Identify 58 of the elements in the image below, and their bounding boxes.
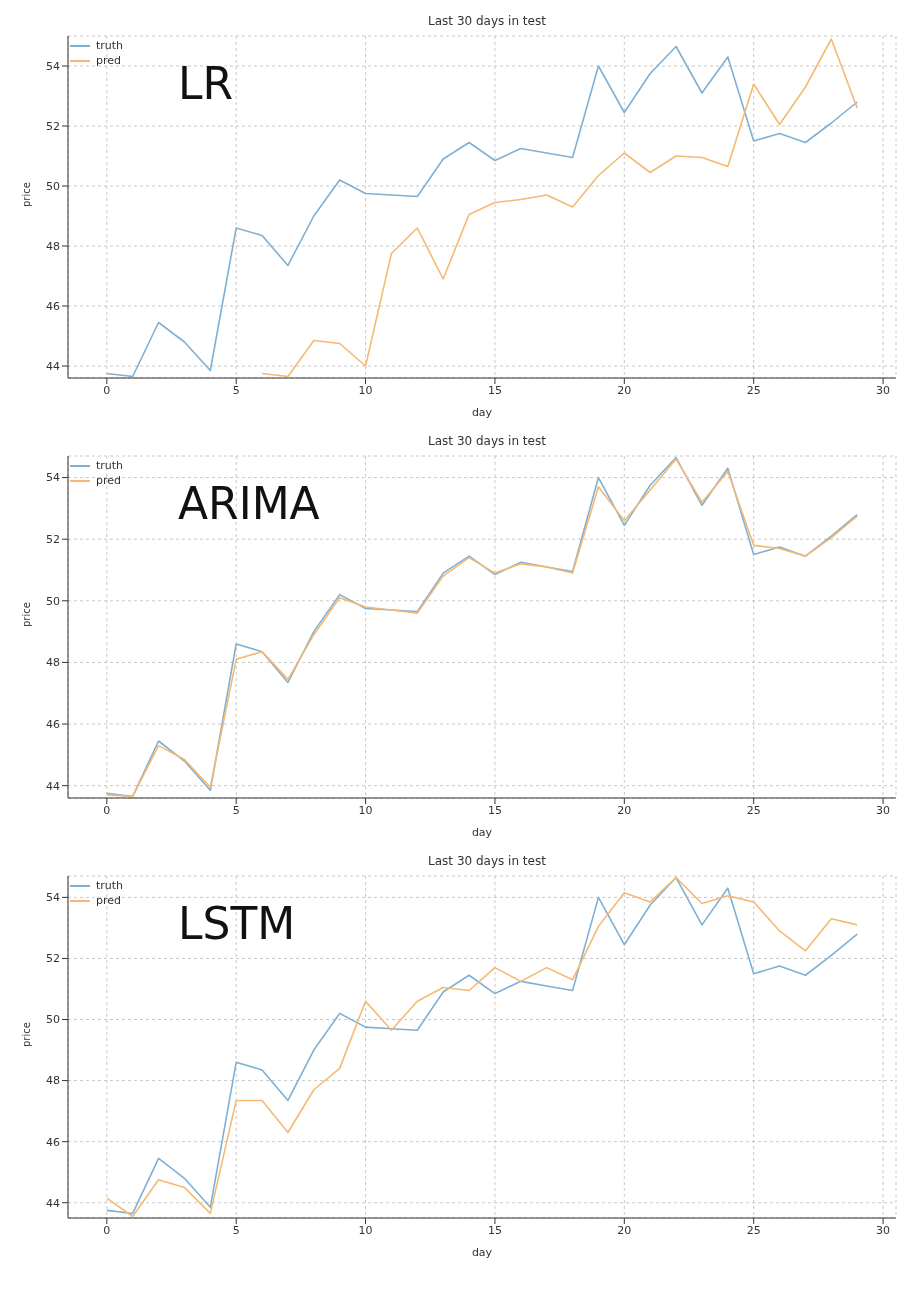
x-tick-label: 20 (617, 383, 632, 397)
y-axis-title: price (20, 182, 32, 207)
legend-label: truth (96, 458, 124, 473)
x-tick-label: 5 (232, 383, 240, 397)
y-tick-label: 48 (46, 656, 60, 670)
x-tick-label: 15 (487, 803, 502, 817)
x-tick-label: 10 (358, 383, 373, 397)
chart-title: Last 30 days in test (427, 854, 547, 868)
y-tick-label: 44 (46, 359, 60, 373)
legend-label: truth (96, 38, 124, 53)
y-tick-label: 54 (46, 891, 60, 905)
legend-label: pred (96, 473, 122, 488)
x-tick-label: 10 (358, 1223, 373, 1237)
y-tick-label: 46 (46, 299, 60, 313)
chart-title: Last 30 days in test (427, 434, 547, 448)
x-tick-label: 25 (746, 1223, 761, 1237)
x-tick-label: 20 (617, 1223, 632, 1237)
x-tick-label: 0 (103, 1223, 111, 1237)
y-tick-label: 46 (46, 1135, 60, 1149)
x-axis-title: day (471, 1246, 493, 1259)
y-tick-label: 48 (46, 239, 60, 253)
x-tick-label: 5 (232, 803, 240, 817)
x-tick-label: 15 (487, 1223, 502, 1237)
annotation: LSTM (178, 898, 296, 949)
x-tick-label: 20 (617, 803, 632, 817)
x-tick-label: 30 (876, 1223, 891, 1237)
x-tick-label: 30 (876, 383, 891, 397)
y-tick-label: 46 (46, 717, 60, 731)
x-tick-label: 0 (103, 803, 111, 817)
annotation: ARIMA (178, 478, 320, 529)
y-axis-title: price (20, 1022, 32, 1047)
x-tick-label: 30 (876, 803, 891, 817)
x-tick-label: 25 (746, 803, 761, 817)
annotation: LR (178, 58, 234, 109)
y-tick-label: 52 (46, 533, 60, 547)
y-tick-label: 44 (46, 1196, 60, 1210)
y-tick-label: 52 (46, 952, 60, 966)
legend-label: pred (96, 53, 122, 68)
y-tick-label: 50 (46, 1013, 60, 1027)
chart-title: Last 30 days in test (427, 14, 547, 28)
x-tick-label: 10 (358, 803, 373, 817)
x-axis-title: day (471, 406, 493, 419)
legend-label: pred (96, 893, 122, 908)
y-tick-label: 52 (46, 119, 60, 133)
legend-label: truth (96, 878, 124, 893)
x-tick-label: 25 (746, 383, 761, 397)
y-tick-label: 50 (46, 179, 60, 193)
y-tick-label: 50 (46, 594, 60, 608)
x-axis-title: day (471, 826, 493, 839)
y-tick-label: 54 (46, 471, 60, 485)
y-tick-label: 54 (46, 59, 60, 73)
x-tick-label: 15 (487, 383, 502, 397)
x-tick-label: 0 (103, 383, 111, 397)
line-series (261, 38, 858, 378)
x-tick-label: 5 (232, 1223, 240, 1237)
y-tick-label: 48 (46, 1074, 60, 1088)
y-tick-label: 44 (46, 779, 60, 793)
y-axis-title: price (20, 602, 32, 627)
